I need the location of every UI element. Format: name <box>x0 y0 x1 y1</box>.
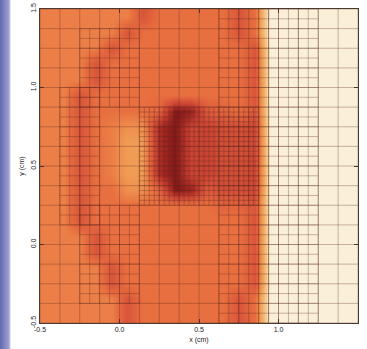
svg-text:1.0: 1.0 <box>274 326 284 333</box>
svg-text:0.5: 0.5 <box>194 326 204 333</box>
svg-text:-0.5: -0.5 <box>30 316 37 328</box>
svg-text:-0.5: -0.5 <box>34 326 46 333</box>
svg-text:0.5: 0.5 <box>30 160 37 170</box>
svg-text:0.0: 0.0 <box>30 238 37 248</box>
svg-text:0.0: 0.0 <box>115 326 125 333</box>
svg-text:1.0: 1.0 <box>30 81 37 91</box>
svg-text:x (cm): x (cm) <box>189 336 208 344</box>
svg-text:y (cm): y (cm) <box>18 156 26 175</box>
svg-text:1.5: 1.5 <box>30 3 37 13</box>
